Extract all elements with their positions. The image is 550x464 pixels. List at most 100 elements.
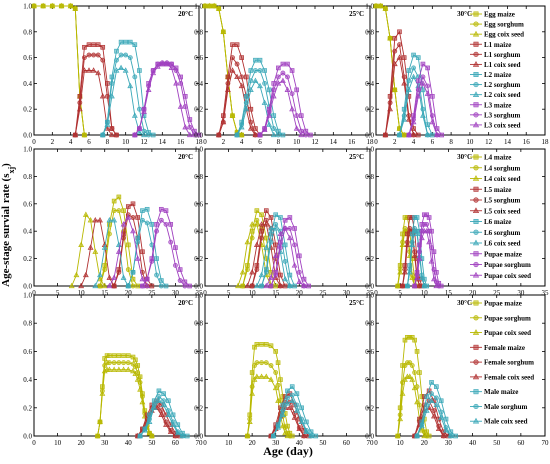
x-tick-label: 10	[249, 289, 257, 297]
series-point	[244, 238, 251, 245]
series-point	[141, 427, 148, 433]
series-point	[303, 428, 310, 434]
y-tick-label: 1.0	[23, 3, 32, 11]
series-point	[273, 370, 279, 375]
series-point	[405, 131, 412, 138]
series-point	[270, 93, 277, 99]
y-tick-label: 0.8	[23, 28, 32, 36]
y-tick-label: 0.8	[23, 320, 32, 328]
series-point	[97, 418, 103, 425]
series-point	[122, 67, 129, 73]
series-point	[248, 106, 254, 112]
series-point	[252, 344, 257, 350]
panel-6: 0 10 20 30 40 50 60 700.00.20.40.60.81.020°C	[23, 292, 203, 448]
series-point	[421, 432, 428, 439]
series-point	[263, 208, 269, 213]
x-tick-label: 0	[32, 138, 36, 146]
series-point	[411, 52, 416, 58]
series-point	[415, 55, 421, 60]
x-tick-label: 16	[348, 138, 356, 146]
series-point	[132, 42, 138, 48]
series-point	[275, 80, 282, 86]
series-line	[113, 214, 148, 287]
series-point	[243, 105, 250, 112]
series-point	[187, 283, 192, 289]
series-point	[215, 131, 222, 138]
series-point	[150, 132, 156, 138]
series-point	[99, 390, 106, 396]
series-point	[277, 282, 284, 289]
series-point	[111, 282, 118, 289]
series-point	[282, 242, 288, 248]
series-point	[253, 68, 258, 73]
panel-7: 0 10 20 30 40 50 60 700.00.20.40.60.81.025°C	[194, 292, 374, 448]
series-point	[196, 132, 202, 138]
y-tick-label: 0.4	[23, 376, 32, 384]
x-tick-label: 8	[277, 138, 281, 146]
x-tick-label: 20	[78, 439, 86, 447]
series-point	[259, 283, 264, 289]
series-point	[425, 65, 430, 71]
series-point	[406, 78, 412, 84]
series-point	[275, 132, 281, 138]
series-point	[135, 239, 141, 245]
x-tick-label: 2	[393, 138, 397, 146]
series-point	[165, 411, 172, 417]
series-point	[262, 81, 267, 86]
series-point	[420, 61, 426, 67]
series-point	[414, 274, 420, 280]
series-point	[273, 242, 279, 248]
series-point	[291, 414, 298, 420]
legend-marker	[473, 229, 479, 235]
series-point	[263, 373, 270, 379]
series-point	[415, 93, 422, 99]
series-point	[406, 269, 413, 275]
series-point	[306, 283, 312, 289]
series-point	[243, 74, 249, 80]
series-point	[92, 248, 99, 254]
x-tick-label: 35	[367, 289, 375, 297]
y-tick-label: 0.0	[23, 283, 32, 291]
panel-3: 0 5 10 15 20 25 30 350.00.20.40.60.81.020°C	[23, 146, 203, 298]
x-tick-label: 10	[78, 289, 86, 297]
series-point	[440, 432, 447, 439]
x-tick-label: 0	[203, 289, 207, 297]
series-point	[253, 57, 258, 63]
x-tick-label: 18	[367, 138, 375, 146]
y-tick-label: 0.6	[194, 348, 203, 356]
series-point	[279, 422, 286, 429]
series-point	[257, 57, 263, 63]
series-point	[99, 131, 106, 138]
series-point	[109, 93, 115, 99]
series-point	[121, 353, 126, 358]
x-tick-label: 18	[196, 138, 204, 146]
y-tick-label: 0.8	[23, 173, 32, 181]
series-point	[453, 433, 458, 439]
x-tick-label: 4	[412, 138, 416, 146]
series-point	[234, 73, 240, 80]
x-tick-label: 16	[523, 138, 531, 146]
series-point	[406, 373, 413, 379]
series-point	[276, 65, 281, 71]
series-point	[172, 432, 179, 439]
series-point	[137, 106, 142, 112]
series-point	[114, 57, 119, 63]
series-point	[158, 206, 164, 212]
series-point	[272, 384, 279, 391]
series-point	[109, 126, 115, 131]
y-tick-label: 0.6	[194, 200, 203, 208]
series-point	[431, 275, 437, 282]
series-point	[136, 129, 143, 135]
x-tick-label: 10	[225, 439, 233, 447]
series-point	[137, 68, 142, 73]
series-point	[135, 283, 141, 289]
temperature-label: 30°C	[457, 153, 472, 161]
series-point	[173, 263, 178, 268]
series-point	[238, 131, 245, 138]
x-tick-label: 35	[542, 289, 550, 297]
legend-marker	[473, 300, 479, 306]
series-point	[289, 384, 295, 389]
y-axis-title-sub: xj	[7, 167, 16, 174]
series-point	[109, 131, 115, 138]
series-point	[101, 282, 108, 289]
